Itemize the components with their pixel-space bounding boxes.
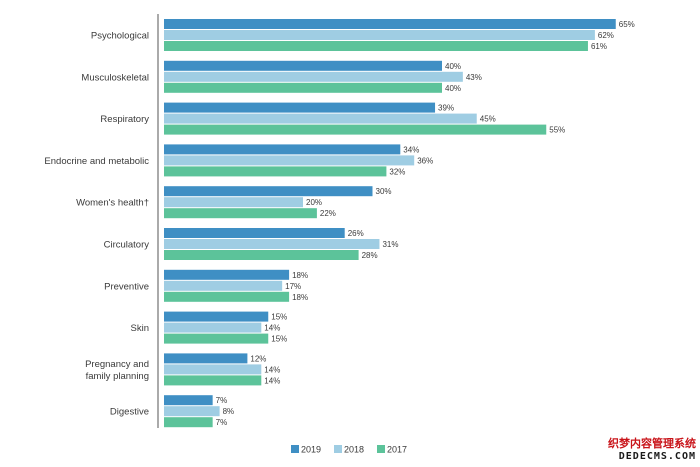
data-label: 61% xyxy=(591,42,607,51)
legend-swatch-2017 xyxy=(377,445,385,453)
legend-swatch-2018 xyxy=(334,445,342,453)
legend: 2019 2018 2017 xyxy=(291,445,407,455)
data-label: 65% xyxy=(619,20,635,29)
data-label: 26% xyxy=(348,229,364,238)
category-label: Pregnancy and family planning xyxy=(85,359,149,382)
data-label: 55% xyxy=(549,126,565,135)
bar-2017 xyxy=(164,82,442,93)
data-label: 43% xyxy=(466,73,482,82)
bar-2018 xyxy=(164,239,380,249)
category-label: Skin xyxy=(131,323,149,334)
bar-2017 xyxy=(164,375,262,386)
bar-2019 xyxy=(164,353,248,364)
bar-2019 xyxy=(164,395,213,406)
bar-2018 xyxy=(164,197,303,208)
data-label: 62% xyxy=(598,31,614,40)
watermark: 织梦内容管理系统 DEDECMS.COM xyxy=(608,437,696,463)
data-label: 40% xyxy=(445,84,461,93)
bar-2018 xyxy=(164,322,262,333)
bar-2017 xyxy=(164,208,317,219)
category-label: Musculoskeletal xyxy=(81,72,149,83)
data-label: 12% xyxy=(250,354,266,363)
data-label: 14% xyxy=(264,376,280,385)
bar-2019 xyxy=(164,102,436,113)
bar-2019 xyxy=(164,60,442,71)
data-label: 8% xyxy=(223,407,235,416)
data-label: 28% xyxy=(362,251,378,260)
bar-2018 xyxy=(164,71,463,82)
category-label: Circulatory xyxy=(104,240,150,251)
bar-2018 xyxy=(164,364,262,375)
bar-2017 xyxy=(164,250,359,260)
watermark-line1: 织梦内容管理系统 xyxy=(608,437,696,450)
data-label: 17% xyxy=(285,282,301,291)
data-label: 15% xyxy=(271,313,287,322)
bar-2018 xyxy=(164,30,595,40)
data-label: 15% xyxy=(271,335,287,344)
bar-2018 xyxy=(164,280,283,291)
data-label: 45% xyxy=(480,115,496,124)
watermark-line2: DEDECMS.COM xyxy=(618,451,696,462)
category-label: Psychological xyxy=(91,31,149,42)
data-label: 34% xyxy=(403,145,419,154)
bar-2018 xyxy=(164,155,415,166)
data-label: 36% xyxy=(417,156,433,165)
data-label: 22% xyxy=(320,209,336,218)
bar-2018 xyxy=(164,113,477,124)
category-label: Respiratory xyxy=(100,114,149,125)
data-label: 20% xyxy=(306,198,322,207)
data-label: 40% xyxy=(445,62,461,71)
legend-label: 2019 xyxy=(301,445,321,455)
bar-2019 xyxy=(164,144,401,155)
legend-label: 2017 xyxy=(387,445,407,455)
bar-2017 xyxy=(164,333,269,344)
bar-2017 xyxy=(164,41,588,51)
data-label: 14% xyxy=(264,324,280,333)
bars: 65% 62% 61% 40% 43% 40% 39% 45% 55% 34% 36% 32% 30% 2… xyxy=(164,19,635,428)
data-label: 39% xyxy=(438,104,454,113)
bar-2019 xyxy=(164,186,373,197)
data-label: 14% xyxy=(264,365,280,374)
legend-swatch-2019 xyxy=(291,445,299,453)
data-label: 31% xyxy=(382,240,398,249)
bar-2017 xyxy=(164,417,213,428)
bar-2018 xyxy=(164,406,220,417)
data-label: 30% xyxy=(376,187,392,196)
bar-2019 xyxy=(164,311,269,322)
category-label: Women's health† xyxy=(76,198,149,209)
bar-2019 xyxy=(164,269,290,280)
category-labels: Psychological Musculoskeletal Respiratory E… xyxy=(44,31,149,418)
bar-2017 xyxy=(164,291,290,302)
bar-2019 xyxy=(164,228,345,238)
category-label: Endocrine and metabolic xyxy=(44,156,149,167)
data-label: 18% xyxy=(292,271,308,280)
bar-2017 xyxy=(164,124,547,135)
category-label: Preventive xyxy=(104,281,149,292)
data-label: 7% xyxy=(216,418,228,427)
bar-2019 xyxy=(164,19,616,29)
data-label: 18% xyxy=(292,293,308,302)
legend-label: 2018 xyxy=(344,445,364,455)
data-label: 7% xyxy=(216,396,228,405)
category-label: Digestive xyxy=(110,407,149,418)
bar-2017 xyxy=(164,166,387,177)
data-label: 32% xyxy=(389,167,405,176)
